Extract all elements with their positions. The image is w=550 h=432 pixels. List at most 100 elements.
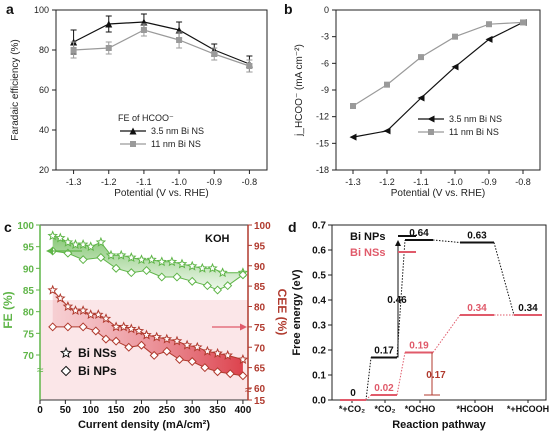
series-line bbox=[352, 21, 524, 138]
panel-b-chart: -1.3 -1.2 -1.1 -1.0 -0.9 -0.8 0 -3 -6 -9 -12 -15 -18… bbox=[294, 5, 541, 199]
y-right-tick-label: 65 bbox=[254, 364, 266, 375]
data-point bbox=[77, 238, 89, 249]
data-point bbox=[197, 262, 208, 273]
data-point bbox=[91, 326, 101, 336]
shaded-area bbox=[52, 235, 243, 290]
y-tick-label: 20 bbox=[39, 165, 49, 175]
y-left-tick-label: 95 bbox=[23, 243, 35, 254]
data-point bbox=[126, 268, 136, 278]
x-tick-label: -1.1 bbox=[136, 177, 152, 187]
y-tick-label: 0.1 bbox=[312, 371, 326, 382]
y-tick-label: 40 bbox=[39, 125, 49, 135]
y-tick-label: 0.0 bbox=[312, 396, 326, 407]
plot-frame bbox=[331, 224, 547, 401]
data-point bbox=[115, 249, 127, 260]
data-point bbox=[63, 248, 73, 258]
y-tick-label: 0.4 bbox=[312, 296, 326, 307]
right-axis-break: ≈ bbox=[245, 383, 252, 397]
x-tick-label: 300 bbox=[184, 405, 201, 416]
x-axis-label: Potential (V vs. RHE) bbox=[391, 188, 485, 199]
data-point bbox=[202, 345, 213, 356]
legend-marker bbox=[130, 141, 136, 147]
y-axis-label: Free energy (eV) bbox=[291, 269, 303, 356]
data-point bbox=[151, 331, 162, 342]
energy-value-label: 0.02 bbox=[374, 383, 394, 394]
x-tick-label: -1.2 bbox=[379, 177, 395, 187]
x-tick-label: 350 bbox=[209, 405, 226, 416]
data-point bbox=[212, 347, 223, 358]
data-point bbox=[156, 256, 168, 267]
connector bbox=[365, 357, 372, 401]
x-tick-label: *HCOOH bbox=[456, 404, 493, 414]
y-left-axis-label: FE (%) bbox=[1, 291, 15, 328]
data-point bbox=[238, 270, 248, 280]
x-tick-label: 0 bbox=[37, 405, 43, 416]
legend-marker bbox=[59, 346, 73, 359]
x-tick-label: 150 bbox=[108, 405, 125, 416]
y-tick-label: 0.2 bbox=[312, 346, 326, 357]
y-right-tick-label: 75 bbox=[254, 323, 266, 334]
y-right-tick-label: 90 bbox=[254, 262, 266, 273]
data-point bbox=[55, 292, 66, 303]
y-tick-label: -3 bbox=[321, 32, 329, 42]
data-point bbox=[124, 342, 134, 352]
data-point bbox=[118, 321, 129, 332]
data-point bbox=[63, 322, 73, 332]
y-tick-label: 0 bbox=[324, 5, 329, 15]
barrier-label: 0.46 bbox=[387, 295, 407, 306]
data-point bbox=[126, 323, 137, 334]
data-point bbox=[213, 367, 223, 377]
plot-frame bbox=[335, 9, 541, 171]
legend-label: 11 nm Bi NS bbox=[151, 139, 201, 149]
data-point bbox=[486, 21, 492, 28]
data-point bbox=[95, 236, 107, 247]
x-tick-label: *+HCOOH bbox=[507, 404, 549, 414]
y-tick-label: 0.7 bbox=[312, 221, 326, 232]
x-tick-label: -1.3 bbox=[345, 177, 361, 187]
data-point bbox=[161, 333, 173, 344]
data-point bbox=[171, 335, 183, 346]
y-left-tick-label: 75 bbox=[23, 329, 35, 340]
data-point bbox=[55, 232, 66, 243]
legend-label: Bi NPs bbox=[350, 231, 385, 243]
y-right-tick-label: 95 bbox=[254, 241, 266, 252]
data-point bbox=[202, 281, 212, 291]
x-tick-label: *CO₂ bbox=[374, 404, 395, 414]
y-tick-label: -12 bbox=[316, 112, 329, 122]
energy-value-label: 0.19 bbox=[409, 341, 429, 352]
data-point bbox=[78, 255, 88, 265]
data-point bbox=[383, 127, 391, 135]
legend-label: Bi NPs bbox=[78, 364, 117, 378]
x-tick-label: *+CO₂ bbox=[339, 404, 365, 414]
data-point bbox=[238, 371, 248, 381]
annotation-koh: KOH bbox=[205, 233, 230, 245]
legend-label: 3.5 nm Bi NS bbox=[151, 126, 204, 136]
y-tick-label: 0.6 bbox=[312, 246, 326, 257]
data-point bbox=[350, 103, 356, 109]
data-point bbox=[192, 341, 203, 352]
panel-d-chart: 0.0 0.1 0.2 0.3 0.4 0.5 0.6 0.7 Free energy (eV)… bbox=[291, 221, 549, 432]
x-tick-label: 400 bbox=[235, 405, 252, 416]
barrier-label: 0.17 bbox=[426, 370, 446, 381]
legend-label: 3.5 nm Bi NS bbox=[449, 114, 502, 124]
y-right-tick-label: 100 bbox=[254, 221, 271, 232]
data-point bbox=[47, 230, 58, 241]
data-point bbox=[384, 81, 390, 88]
data-point bbox=[96, 252, 106, 263]
connector bbox=[396, 352, 406, 396]
y-tick-label: 100 bbox=[34, 5, 49, 15]
series-line bbox=[352, 21, 524, 107]
panel-letter-c: c bbox=[4, 219, 12, 235]
data-point bbox=[166, 256, 178, 267]
data-point bbox=[146, 254, 157, 265]
legend-title: FE of HCOO⁻ bbox=[118, 113, 174, 123]
data-point bbox=[141, 329, 152, 340]
energy-value-label: 0.64 bbox=[409, 228, 429, 239]
barrier-arrow bbox=[395, 240, 401, 246]
data-point bbox=[62, 236, 74, 247]
y-right-tick-label: 80 bbox=[254, 303, 266, 314]
connector bbox=[493, 242, 515, 316]
y-right-tick-label: 85 bbox=[254, 282, 266, 293]
panel-letter-b: b bbox=[284, 1, 293, 17]
